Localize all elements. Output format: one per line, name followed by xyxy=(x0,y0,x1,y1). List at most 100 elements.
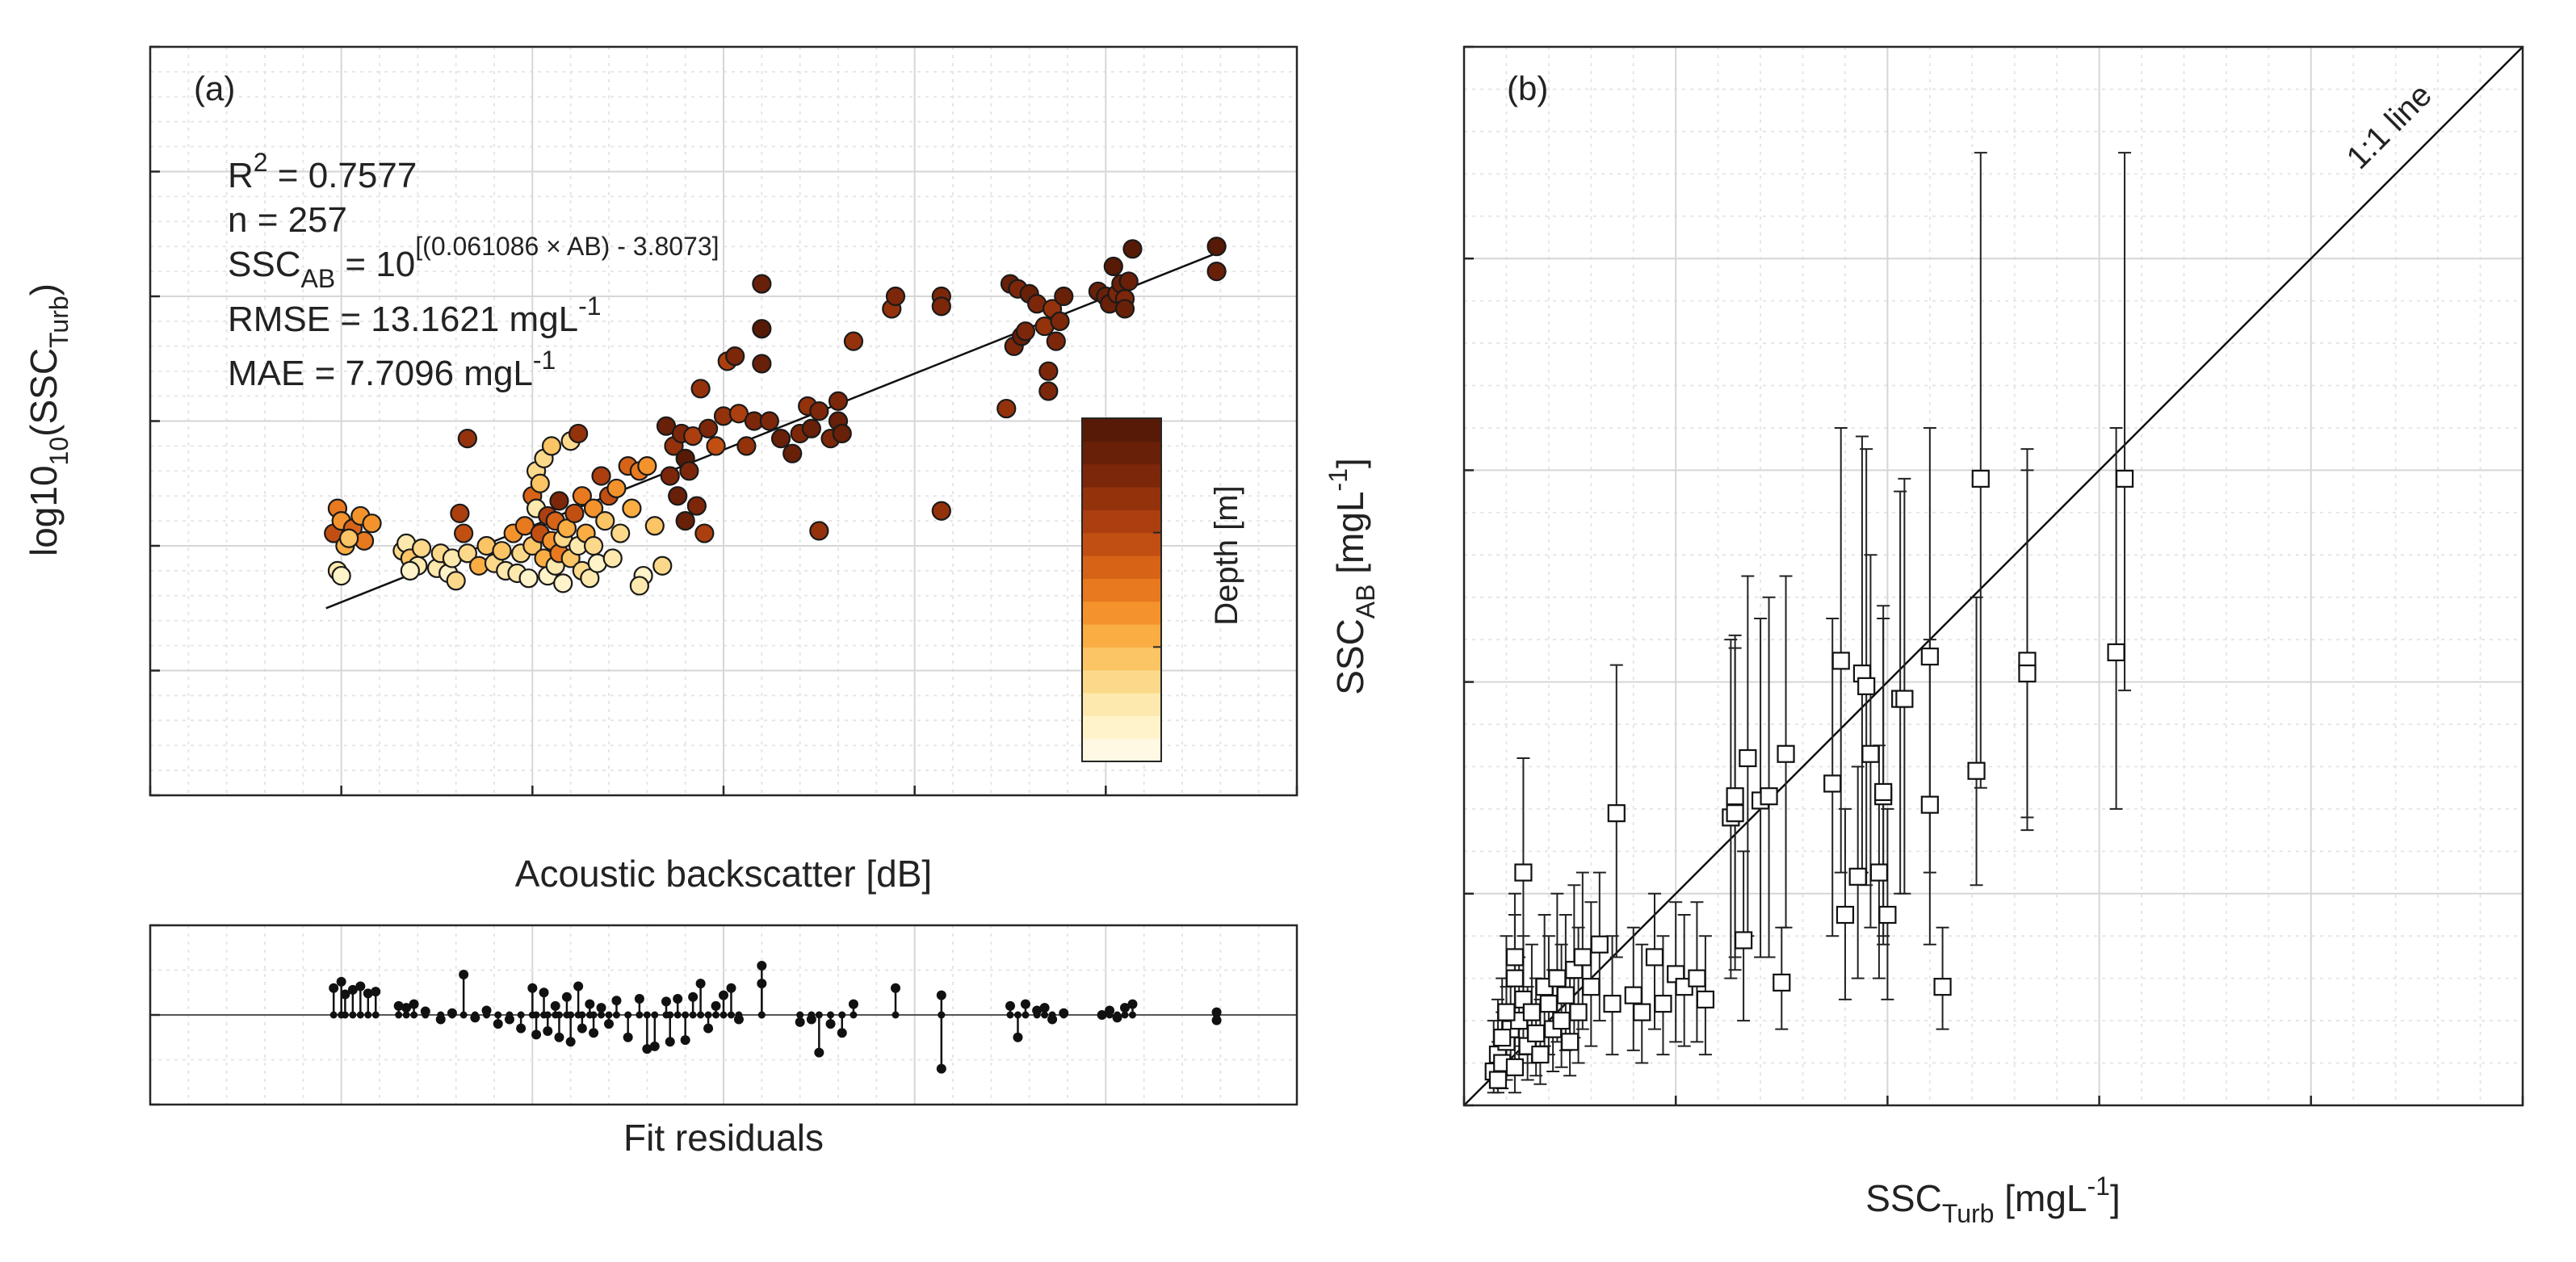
residual-base-marker xyxy=(459,1011,468,1019)
residual-marker xyxy=(1120,1003,1130,1013)
residual-base-marker xyxy=(448,1011,456,1019)
residual-base-marker xyxy=(402,1011,410,1019)
square-marker xyxy=(1548,969,1567,987)
residual-base-marker xyxy=(341,1011,349,1019)
residuals-x-axis-label: Fit residuals xyxy=(623,1117,824,1159)
residual-marker xyxy=(642,1044,652,1054)
residual-marker xyxy=(649,1041,660,1051)
residual-marker xyxy=(554,1032,564,1042)
residual-base-marker xyxy=(1121,1011,1129,1019)
rmse-text: RMSE = 13.1621 mgL-1 xyxy=(228,291,602,339)
residual-marker xyxy=(550,1000,560,1011)
scatter-point xyxy=(698,418,719,438)
residual-base-marker xyxy=(422,1011,430,1019)
panel-b-x-axis-label: SSCTurb [mgL-1] xyxy=(1865,1172,2120,1228)
square-marker xyxy=(1874,782,1893,802)
scatter-point xyxy=(885,286,906,307)
square-marker xyxy=(1726,787,1744,806)
residual-marker xyxy=(1020,999,1030,1009)
scatter-point xyxy=(931,501,951,521)
residual-marker xyxy=(936,1063,946,1074)
residual-marker xyxy=(695,979,706,989)
residual-marker xyxy=(527,983,538,993)
residual-base-marker xyxy=(532,1011,540,1019)
scatter-point xyxy=(706,436,726,456)
residual-base-marker xyxy=(1105,1011,1114,1019)
residual-marker xyxy=(516,1023,527,1033)
scatter-point xyxy=(457,429,477,449)
residual-base-marker xyxy=(543,1011,552,1019)
residual-base-marker xyxy=(410,1011,418,1019)
residual-marker xyxy=(604,1019,614,1029)
panel-b-scatter: 1:1 line (b) SSCTurb [mgL-1] SSCAB [mgL-… xyxy=(1324,45,2524,1228)
residual-marker xyxy=(589,1028,599,1038)
scatter-point xyxy=(1046,331,1066,351)
scatter-point xyxy=(591,466,611,486)
scatter-point xyxy=(660,466,680,486)
square-marker xyxy=(2107,643,2125,661)
scatter-point xyxy=(454,523,474,543)
panel-a-label: (a) xyxy=(194,69,235,107)
residual-base-marker xyxy=(1048,1011,1056,1019)
residual-marker xyxy=(329,983,339,993)
residual-base-marker xyxy=(329,1011,338,1019)
residual-base-marker xyxy=(364,1011,372,1019)
residual-base-marker xyxy=(697,1011,705,1019)
residual-base-marker xyxy=(598,1011,606,1019)
square-marker xyxy=(1726,804,1744,823)
scatter-point xyxy=(683,426,703,447)
square-marker xyxy=(1878,905,1897,924)
square-marker xyxy=(1739,748,1757,768)
colorbar-segment xyxy=(1082,532,1161,556)
residual-marker xyxy=(347,984,358,995)
square-marker xyxy=(1895,690,1914,708)
residual-marker xyxy=(1005,1000,1015,1011)
square-marker xyxy=(1488,1071,1508,1089)
scatter-point xyxy=(996,398,1017,419)
scatter-point xyxy=(843,331,864,351)
scatter-point xyxy=(583,498,604,518)
residual-stems xyxy=(329,960,1222,1074)
scatter-point xyxy=(637,456,657,476)
scatter-point xyxy=(339,528,359,548)
scatter-point xyxy=(656,416,677,436)
square-marker xyxy=(1607,804,1626,823)
residual-marker xyxy=(795,1017,805,1027)
square-marker xyxy=(1920,795,1939,814)
residual-marker xyxy=(1039,1003,1050,1013)
scatter-point xyxy=(1050,311,1070,331)
scatter-point xyxy=(801,418,821,438)
square-marker xyxy=(1831,652,1850,670)
residual-base-marker xyxy=(1128,1011,1136,1019)
square-marker xyxy=(1654,995,1672,1013)
residual-base-marker xyxy=(850,1011,858,1019)
scatter-point xyxy=(541,436,562,456)
square-marker xyxy=(1573,948,1592,966)
scatter-point xyxy=(782,443,803,463)
scatter-point xyxy=(457,543,477,564)
residual-base-marker xyxy=(589,1011,598,1019)
residual-marker xyxy=(634,994,644,1004)
residual-marker xyxy=(757,960,767,971)
panel-a-points xyxy=(324,237,1227,596)
panel-b-label: (b) xyxy=(1507,69,1548,107)
residual-marker xyxy=(825,1019,836,1029)
panel-a-y-ticks xyxy=(150,45,160,797)
scatter-point xyxy=(549,491,569,511)
scatter-point xyxy=(556,518,577,539)
panel-a-x-ticks xyxy=(149,786,1298,795)
square-marker xyxy=(1493,1028,1512,1047)
colorbar-segment xyxy=(1082,601,1161,625)
residual-base-marker xyxy=(494,1011,502,1019)
residuals-y-ticks xyxy=(150,924,160,1106)
scatter-point xyxy=(1038,361,1059,381)
colorbar-segment xyxy=(1082,624,1161,648)
r-squared-text: R2 = 0.7577 xyxy=(228,148,417,195)
scatter-point xyxy=(770,429,791,449)
square-marker xyxy=(1497,1003,1516,1021)
square-marker xyxy=(1735,931,1753,950)
residual-marker xyxy=(719,990,728,1000)
residual-base-marker xyxy=(578,1011,586,1019)
square-marker xyxy=(1861,744,1880,763)
depth-colorbar xyxy=(1081,417,1162,762)
